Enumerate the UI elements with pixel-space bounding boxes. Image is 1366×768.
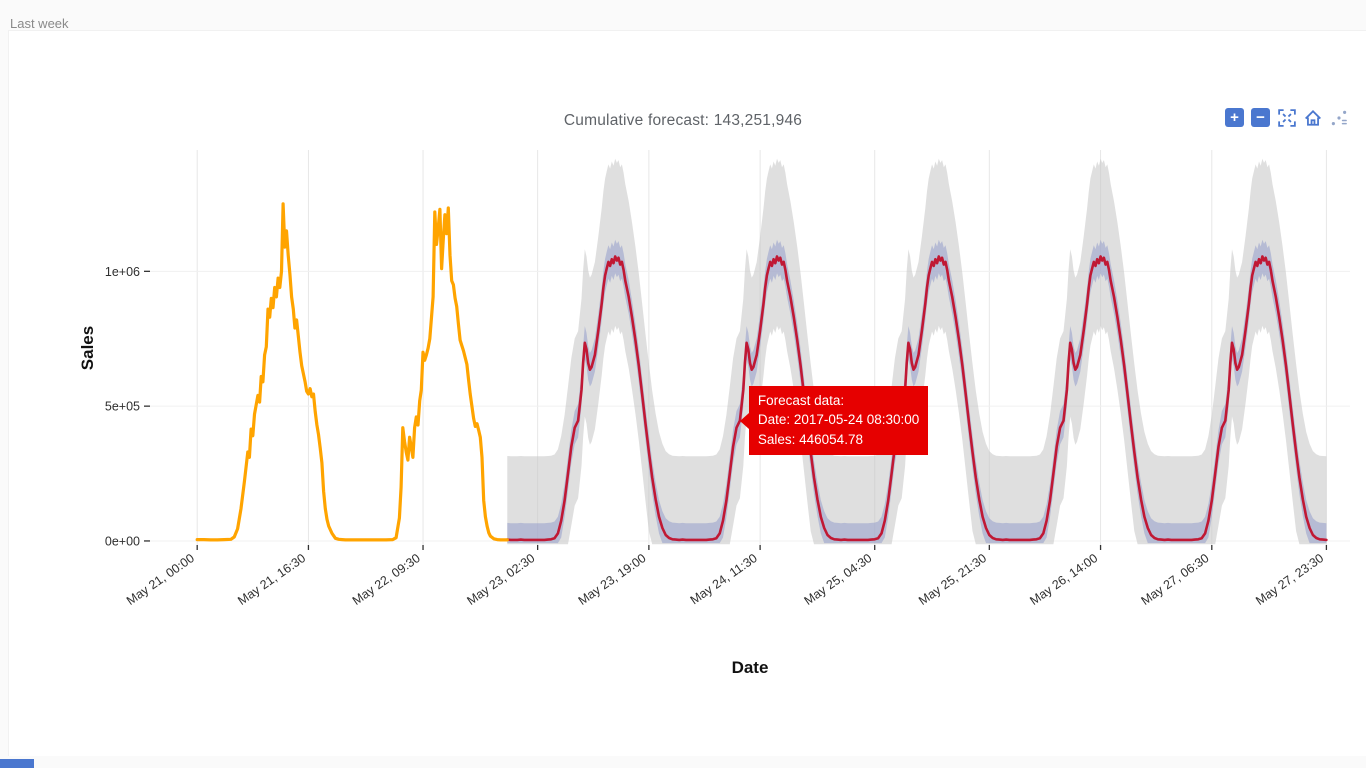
svg-text:May 23, 02:30: May 23, 02:30	[464, 551, 537, 608]
chart-title: Cumulative forecast: 143,251,946	[563, 112, 803, 129]
tooltip-date: Date: 2017-05-24 08:30:00	[757, 412, 920, 428]
reset-home-button[interactable]	[1303, 108, 1322, 127]
svg-text:5e+05: 5e+05	[105, 400, 140, 414]
svg-text:May 25, 21:30: May 25, 21:30	[916, 551, 989, 608]
zoom-in-button[interactable]: +	[1225, 108, 1244, 127]
svg-text:May 21, 16:30: May 21, 16:30	[235, 551, 308, 608]
hover-tool-icon	[1331, 110, 1347, 125]
autoscale-icon	[1277, 108, 1296, 127]
svg-text:1e+06: 1e+06	[105, 265, 140, 279]
tooltip-title: Forecast data:	[757, 392, 845, 408]
svg-text:0e+00: 0e+00	[105, 534, 140, 548]
hover-tooltip: Forecast data: Date: 2017-05-24 08:30:00…	[739, 385, 929, 456]
autoscale-button[interactable]	[1277, 108, 1296, 127]
svg-text:May 22, 09:30: May 22, 09:30	[350, 551, 423, 608]
last-week-label: Last week	[10, 16, 69, 31]
svg-text:May 24, 11:30: May 24, 11:30	[688, 551, 760, 607]
home-icon	[1304, 109, 1321, 126]
bottom-left-accent-bar	[0, 759, 34, 768]
chart-panel	[8, 30, 1366, 756]
zoom-out-button[interactable]: −	[1251, 108, 1270, 127]
hover-tool-button[interactable]	[1329, 108, 1348, 127]
x-axis-title: Date	[731, 658, 769, 677]
svg-text:May 23, 19:00: May 23, 19:00	[576, 551, 649, 608]
plus-icon: +	[1230, 109, 1239, 126]
svg-text:May 27, 23:30: May 27, 23:30	[1253, 551, 1326, 608]
svg-text:May 21, 00:00: May 21, 00:00	[124, 551, 197, 608]
svg-text:May 26, 14:00: May 26, 14:00	[1027, 551, 1100, 608]
y-axis-title: Sales	[78, 325, 97, 371]
plot-toolbar: + −	[1225, 108, 1348, 127]
minus-icon: −	[1256, 109, 1265, 126]
tooltip-sales: Sales: 446054.78	[757, 431, 863, 447]
svg-text:May 25, 04:30: May 25, 04:30	[802, 551, 875, 608]
svg-text:May 27, 06:30: May 27, 06:30	[1139, 551, 1212, 608]
